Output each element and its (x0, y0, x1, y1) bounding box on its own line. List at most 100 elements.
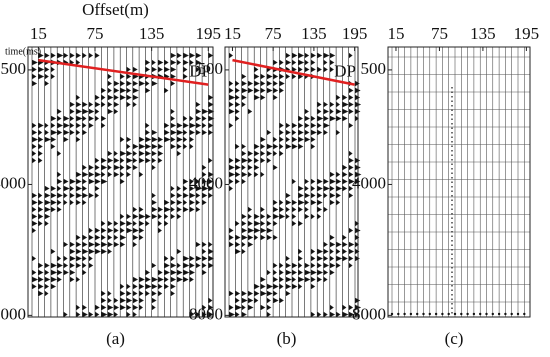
seismic-trace (176, 47, 184, 317)
seismic-trace (157, 47, 164, 317)
dp-label: DP (189, 62, 211, 81)
dp-line (232, 58, 355, 86)
seismic-trace (342, 47, 349, 318)
trace-dot (491, 312, 494, 316)
seismic-trace (44, 47, 52, 317)
seismic-trace (82, 47, 89, 318)
seismic-trace (310, 47, 317, 318)
seismic-trace (132, 47, 139, 318)
seismic-trace (195, 47, 203, 318)
seismic-trace (88, 47, 95, 318)
trace-dot (472, 312, 476, 316)
trace-dot (428, 312, 431, 316)
x-tick-label: 75 (87, 24, 104, 43)
x-tick-label: 75 (431, 24, 448, 43)
x-tick-label: 15 (387, 24, 404, 43)
x-tick-label: 135 (470, 24, 496, 43)
seismic-trace (201, 47, 209, 318)
seismic-trace (164, 47, 171, 317)
trace-dot (453, 312, 457, 316)
seismic-trace (113, 47, 121, 318)
y-tick-label: 500 (1, 59, 27, 78)
seismic-trace (279, 47, 286, 317)
trace-dot (390, 312, 394, 316)
dp-label: DP (334, 62, 356, 81)
seismic-trace (304, 47, 312, 317)
trace-dot (497, 312, 501, 316)
y-tick-label: 500 (198, 59, 224, 78)
seismic-trace (323, 47, 330, 318)
seismic-trace (253, 47, 261, 317)
seismic-trace (329, 47, 337, 318)
y-tick-label: 4000 (189, 173, 223, 192)
trace-dot (434, 312, 438, 316)
seismic-trace (56, 47, 64, 317)
seismic-trace (69, 47, 76, 317)
seismic-trace (335, 47, 343, 318)
x-tick-label: 135 (301, 24, 327, 43)
seismic-trace (182, 47, 190, 317)
trace-dot (466, 312, 469, 316)
panel: 15 75 135 195 500 4000 8000 Offset(m) time(ms) DP… (0, 0, 221, 348)
seismic-trace (272, 47, 280, 317)
trace-dot (447, 312, 450, 316)
seismic-trace (75, 47, 83, 318)
x-tick-label: 135 (139, 24, 165, 43)
dp-line (38, 58, 209, 86)
panel-label: (a) (106, 329, 125, 348)
y-tick-label: 8000 (0, 304, 26, 323)
trace-dot (409, 312, 413, 316)
seismic-trace (31, 47, 39, 317)
seismic-trace (119, 47, 127, 317)
seismic-trace (298, 47, 305, 317)
panel-label: (c) (445, 329, 464, 348)
seismic-trace (266, 47, 274, 318)
y-tick-label: 4000 (352, 173, 386, 192)
panel: 15 75 135 195 500 4000 8000 DP (b) (189, 24, 367, 348)
y-tick-label: 4000 (0, 173, 26, 192)
seismic-trace (247, 47, 255, 317)
seismic-trace (260, 47, 267, 317)
seismic-trace (107, 47, 114, 318)
seismic-trace (94, 47, 102, 318)
trace-dot (510, 312, 513, 316)
x-tick-label: 75 (265, 24, 282, 43)
panel-frame (224, 46, 359, 318)
seismic-trace (228, 47, 236, 318)
seismic-trace (170, 47, 177, 317)
seismic-trace (138, 47, 146, 317)
seismic-trace (235, 47, 242, 318)
trace-dot (479, 312, 482, 316)
seismic-trace (208, 47, 215, 318)
x-tick-label: 195 (342, 24, 368, 43)
y-tick-label: 8000 (352, 304, 386, 323)
trace-dot (416, 312, 419, 316)
x-tick-label: 195 (196, 24, 222, 43)
seismic-trace (316, 47, 324, 318)
seismic-trace (126, 47, 133, 318)
trace-dot (485, 312, 488, 316)
seismic-trace (63, 47, 70, 318)
trace-dot (403, 312, 406, 316)
seismic-trace (189, 47, 196, 318)
trace-dot (460, 312, 463, 316)
trace-dot (441, 312, 444, 316)
seismic-trace (50, 47, 58, 317)
y-tick-label: 8000 (189, 304, 223, 323)
trace-dot (504, 312, 507, 316)
seismic-trace (151, 47, 159, 317)
x-tick-label: 195 (514, 24, 540, 43)
seismic-trace (291, 47, 298, 317)
y-tick-label: 500 (361, 59, 387, 78)
seismic-trace (145, 47, 152, 317)
seismic-trace (101, 47, 108, 318)
seismic-trace (285, 47, 292, 317)
seismic-trace (38, 47, 45, 317)
panel-frame (387, 46, 531, 318)
seismic-trace (241, 47, 249, 318)
panel-frame (27, 46, 214, 318)
panel: 15 75 135 195 500 4000 8000 (c) (352, 24, 539, 348)
panel-label: (b) (277, 329, 297, 348)
trace-dot (397, 312, 400, 316)
